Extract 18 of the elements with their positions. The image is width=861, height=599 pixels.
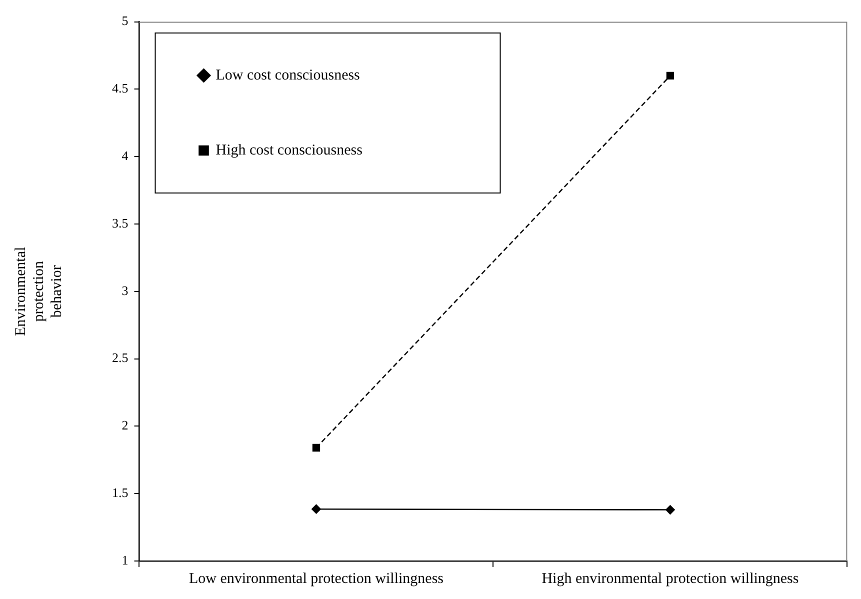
y-tick-label: 2.5 [112, 350, 128, 366]
y-tick-label: 1 [122, 552, 128, 568]
point [666, 72, 674, 80]
y-tick-label: 4 [122, 148, 129, 164]
x-tick-label: Low environmental protection willingness [188, 570, 444, 587]
x-tick-label: High environmental protection willingness [542, 570, 799, 587]
legend-label: Low cost consciousness [216, 67, 360, 84]
y-tick-label: 3.5 [112, 215, 128, 230]
point [312, 504, 321, 514]
y-tick-label: 3 [122, 282, 128, 298]
y-tick-label: 4.5 [112, 80, 128, 96]
y-tick-label: 2 [122, 418, 128, 433]
legend-label: High cost consciousness [216, 142, 363, 158]
y-tick-label: 1.5 [112, 485, 128, 500]
y-tick-label: 5 [122, 13, 128, 28]
y-axis-title: Environmental protection behavior [12, 246, 65, 336]
point [312, 444, 320, 452]
point [666, 505, 675, 514]
